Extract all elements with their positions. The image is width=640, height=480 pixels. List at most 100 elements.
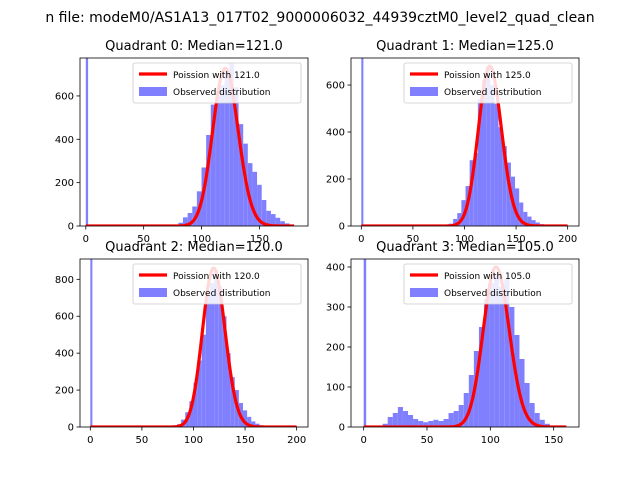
x-tick-label: 100 [192, 234, 211, 245]
hist-bar [363, 259, 367, 427]
hist-bar [224, 69, 230, 226]
hist-bar [266, 210, 271, 226]
legend-box [132, 263, 302, 305]
hist-bar [270, 214, 276, 226]
x-tick-label: 150 [250, 234, 269, 245]
subplot-title: Quadrant 1: Median=125.0 [376, 39, 554, 54]
hist-bar [527, 216, 532, 226]
legend: Poission with 120.0 Observed distribution [132, 263, 302, 305]
hist-bar [473, 153, 478, 226]
hist-bar [473, 351, 479, 427]
legend-label-observed: Observed distribution [444, 88, 541, 98]
y-tick-label: 400 [326, 128, 345, 139]
figure-suptitle: n file: modeM0/AS1A13_017T02_9000006032_… [45, 10, 594, 26]
hist-bar [197, 360, 202, 427]
hist-bar [85, 58, 89, 226]
hist-bar [201, 334, 206, 427]
hist-bar [220, 85, 225, 226]
hist-bar [209, 283, 215, 427]
hist-bar [519, 202, 524, 226]
hist-bar [261, 199, 267, 226]
y-tick-label: 800 [55, 275, 74, 286]
hist-bar [494, 103, 499, 226]
axes-frame [350, 258, 580, 428]
hist-bar [218, 286, 223, 427]
legend-label-observed: Observed distribution [444, 289, 541, 299]
hist-bar [494, 275, 500, 427]
axes-frame [350, 57, 580, 227]
hist-bar [280, 221, 285, 226]
hist-bar [509, 307, 515, 427]
hist-bar [515, 188, 520, 226]
x-tick-label: 100 [184, 435, 203, 446]
hist-bar [214, 270, 219, 427]
y-tick-label: 400 [326, 263, 345, 274]
hist-bar [519, 359, 525, 427]
subplot-quadrant-0: 0 50 100 150 0 200 400 600 Quadrant 0: Median=12… [55, 39, 309, 245]
hist-bar [361, 58, 364, 226]
hist-bar [189, 401, 194, 427]
hist-bar [484, 299, 490, 427]
hist-bar [535, 222, 540, 226]
hist-bar [477, 99, 483, 226]
hist-bar [531, 220, 536, 226]
hist-bar [443, 419, 449, 427]
hist-bar [502, 146, 507, 226]
poisson-line [363, 265, 567, 427]
axes-frame [79, 57, 309, 227]
y-tick-label: 0 [68, 423, 74, 434]
hist-bar [206, 134, 211, 226]
hist-bar [205, 294, 210, 427]
hist-bar [233, 87, 239, 226]
hist-bar [486, 66, 491, 226]
subplot-quadrant-1: 0 50 100 150 200 0 200 400 600 Quadrant 1: Median… [326, 39, 580, 245]
legend-hist-swatch [139, 288, 167, 297]
hist-bar [453, 411, 459, 427]
x-tick-label: 100 [481, 435, 500, 446]
x-tick-label: 200 [558, 234, 577, 245]
subplot-title: Quadrant 0: Median=121.0 [105, 39, 283, 54]
x-tick-label: 0 [87, 435, 93, 446]
y-tick-label: 300 [326, 303, 345, 314]
x-tick-label: 0 [360, 435, 366, 446]
hist-bar [428, 421, 434, 427]
y-tick-label: 400 [55, 135, 74, 146]
hist-bar [215, 95, 221, 226]
legend: Poission with 105.0 Observed distribution [403, 263, 573, 305]
y-tick-label: 200 [326, 343, 345, 354]
hist-bar [423, 422, 429, 427]
y-tick-label: 100 [326, 383, 345, 394]
hist-bar [243, 410, 248, 427]
legend-hist-swatch [139, 87, 167, 96]
subplot-quadrant-2: 0 50 100 150 200 0 200 400 600 800 Quadrant 2: Med… [55, 240, 309, 446]
hist-bar [469, 160, 474, 226]
legend-label-observed: Observed distribution [173, 289, 270, 299]
x-tick-label: 0 [83, 234, 89, 245]
legend: Poission with 125.0 Observed distribution [403, 62, 573, 104]
hist-bar [387, 417, 393, 427]
hist-bar [397, 407, 403, 427]
legend-label-poisson: Poission with 120.0 [173, 272, 260, 282]
y-tick-label: 600 [55, 91, 74, 102]
hist-bar [448, 413, 454, 427]
hist-bar [438, 421, 444, 427]
hist-bar [458, 405, 464, 427]
hist-bar [251, 421, 256, 427]
legend-hist-swatch [410, 87, 438, 96]
hist-bar [413, 419, 419, 427]
hist-bar [408, 415, 414, 427]
y-tick-label: 600 [55, 312, 74, 323]
y-tick-label: 0 [339, 423, 345, 434]
y-tick-label: 0 [339, 222, 345, 233]
x-tick-label: 0 [358, 234, 364, 245]
hist-bar [222, 316, 227, 427]
legend-label-poisson: Poission with 121.0 [173, 71, 260, 81]
subplot-title: Quadrant 2: Median=120.0 [105, 240, 283, 255]
hist-bar [238, 124, 244, 226]
hist-bar [257, 184, 262, 226]
hist-bar [482, 80, 487, 226]
subplot-title: Quadrant 3: Median=105.0 [376, 240, 554, 255]
x-tick-label: 150 [236, 435, 255, 446]
axes-frame [79, 258, 309, 428]
